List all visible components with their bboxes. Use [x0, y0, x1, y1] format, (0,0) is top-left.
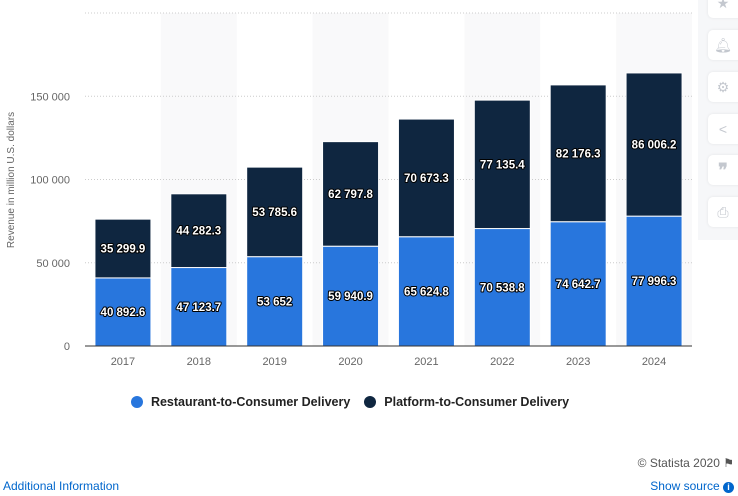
x-tick-label: 2022 — [490, 356, 514, 368]
additional-information-link[interactable]: Additional Information — [3, 479, 120, 493]
copyright-text: © Statista 2020 — [637, 456, 720, 470]
data-label: 77 996.3 — [632, 276, 677, 288]
legend-label-platform: Platform-to-Consumer Delivery — [384, 395, 570, 409]
legend-item-restaurant[interactable]: Restaurant-to-Consumer Delivery — [130, 395, 351, 409]
legend-marker-platform — [364, 396, 377, 408]
legend-item-platform[interactable]: Platform-to-Consumer Delivery — [364, 395, 569, 409]
y-tick-label: 100 000 — [30, 175, 70, 187]
bar-segment[interactable] — [246, 256, 304, 347]
data-label: 44 282.3 — [176, 226, 221, 238]
bar-segment[interactable] — [322, 245, 380, 347]
bell-icon[interactable]: 🔔︎ — [708, 30, 738, 60]
stacked-bar-chart: 0 50 000 100 000 150 000 Revenue in million … — [6, 12, 692, 368]
bar-segment[interactable] — [246, 166, 304, 258]
bar-segment[interactable] — [170, 193, 228, 269]
y-tick-label: 50 000 — [36, 258, 70, 270]
y-tick-label: 150 000 — [30, 91, 70, 103]
star-icon[interactable]: ★ — [708, 0, 738, 18]
data-label: 65 624.8 — [404, 286, 449, 298]
bar-segment[interactable] — [397, 236, 455, 347]
flag-icon[interactable]: ⚑ — [723, 456, 734, 470]
data-label: 74 642.7 — [556, 279, 601, 291]
info-icon: i — [723, 482, 734, 493]
bar-segment[interactable] — [473, 228, 531, 347]
y-axis-label: Revenue in million U.S. dollars — [6, 112, 17, 248]
bar-segment[interactable] — [625, 72, 683, 217]
x-tick-label: 2024 — [642, 356, 666, 368]
bar-segment[interactable] — [625, 215, 683, 347]
legend: Restaurant-to-Consumer Delivery Platform… — [0, 395, 700, 409]
data-label: 59 940.9 — [328, 291, 373, 303]
data-label: 53 652 — [257, 296, 292, 308]
bar-segment[interactable] — [94, 218, 152, 279]
print-icon[interactable]: ⎙ — [708, 197, 738, 227]
quote-icon[interactable]: ❞ — [708, 155, 738, 185]
x-tick-label: 2017 — [111, 356, 135, 368]
data-label: 86 006.2 — [632, 140, 677, 152]
bar-segment[interactable] — [549, 84, 607, 223]
x-tick-label: 2021 — [414, 356, 438, 368]
data-label: 53 785.6 — [252, 207, 297, 219]
x-tick-label: 2018 — [187, 356, 211, 368]
bar-segment[interactable] — [397, 118, 455, 238]
bar-segment[interactable] — [549, 221, 607, 347]
data-label: 40 892.6 — [101, 307, 146, 319]
copyright: © Statista 2020 ⚑ — [638, 456, 734, 470]
data-label: 35 299.9 — [101, 244, 146, 256]
legend-label-restaurant: Restaurant-to-Consumer Delivery — [150, 395, 351, 409]
show-source-link[interactable]: Show source i — [650, 479, 734, 493]
data-label: 70 673.3 — [404, 173, 449, 185]
show-source-text: Show source — [650, 479, 720, 493]
share-icon[interactable]: < — [708, 114, 738, 144]
bar-segment[interactable] — [322, 141, 380, 247]
data-label: 70 538.8 — [480, 282, 525, 294]
gear-icon[interactable]: ⚙ — [708, 72, 738, 102]
data-label: 47 123.7 — [176, 302, 221, 314]
legend-marker-restaurant — [130, 396, 143, 408]
x-tick-label: 2023 — [566, 356, 590, 368]
data-label: 82 176.3 — [556, 148, 601, 160]
x-tick-label: 2019 — [262, 356, 286, 368]
y-tick-label: 0 — [64, 341, 70, 353]
data-label: 77 135.4 — [480, 159, 525, 171]
bar-segment[interactable] — [473, 99, 531, 230]
x-tick-label: 2020 — [338, 356, 362, 368]
data-label: 62 797.8 — [328, 189, 373, 201]
